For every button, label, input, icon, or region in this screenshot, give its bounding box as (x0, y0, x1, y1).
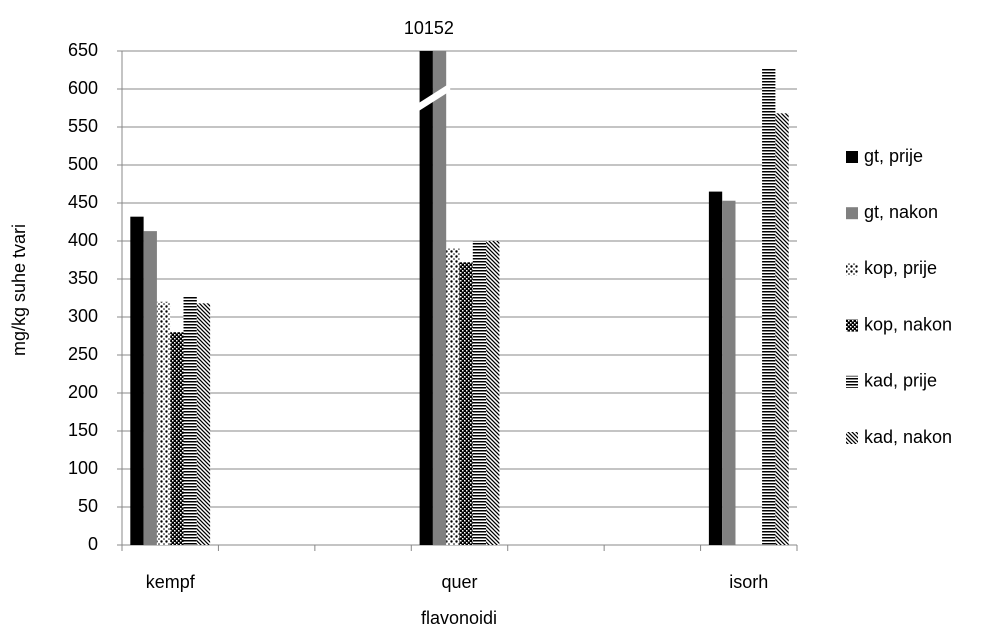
axis-break (415, 83, 451, 113)
legend-swatch (846, 375, 858, 388)
legend-swatch (846, 207, 858, 220)
x-tick-label: isorh (729, 572, 768, 592)
legend-swatch (846, 319, 858, 332)
data-label: 10152 (404, 18, 454, 38)
y-tick-label: 300 (68, 306, 98, 326)
y-axis-label: mg/kg suhe tvari (9, 224, 29, 356)
bar (130, 216, 144, 545)
bar (196, 303, 211, 545)
legend-label: kop, nakon (864, 314, 952, 334)
bar (472, 241, 487, 545)
bar (170, 332, 184, 545)
bar (775, 113, 789, 545)
legend-label: gt, prije (864, 146, 923, 166)
x-axis-label: flavonoidi (421, 608, 497, 628)
y-tick-label: 450 (68, 192, 98, 212)
bar (432, 51, 447, 545)
y-tick-label: 100 (68, 458, 98, 478)
bar (419, 51, 433, 545)
y-tick-label: 400 (68, 230, 98, 250)
bar (722, 200, 736, 545)
bar (183, 295, 197, 545)
y-tick-label: 600 (68, 78, 98, 98)
y-tick-label: 0 (88, 534, 98, 554)
legend-label: kad, nakon (864, 427, 952, 447)
legend-label: kad, prije (864, 371, 937, 391)
bar (156, 301, 171, 545)
legend-label: gt, nakon (864, 202, 938, 222)
bar (762, 67, 776, 545)
bar (459, 262, 473, 545)
y-tick-label: 150 (68, 420, 98, 440)
x-tick-label: kempf (146, 572, 196, 592)
legend-swatch (846, 263, 858, 276)
y-tick-label: 500 (68, 154, 98, 174)
y-tick-label: 350 (68, 268, 98, 288)
legend-swatch (846, 432, 858, 444)
y-tick-label: 550 (68, 116, 98, 136)
legend-swatch (846, 151, 858, 163)
x-tick-label: quer (441, 572, 477, 592)
bar (143, 231, 157, 545)
y-tick-label: 650 (68, 40, 98, 60)
y-tick-label: 200 (68, 382, 98, 402)
y-tick-label: 50 (78, 496, 98, 516)
bar (486, 241, 500, 545)
y-tick-label: 250 (68, 344, 98, 364)
legend-label: kop, prije (864, 258, 937, 278)
bar (446, 248, 460, 545)
bar (708, 191, 723, 545)
